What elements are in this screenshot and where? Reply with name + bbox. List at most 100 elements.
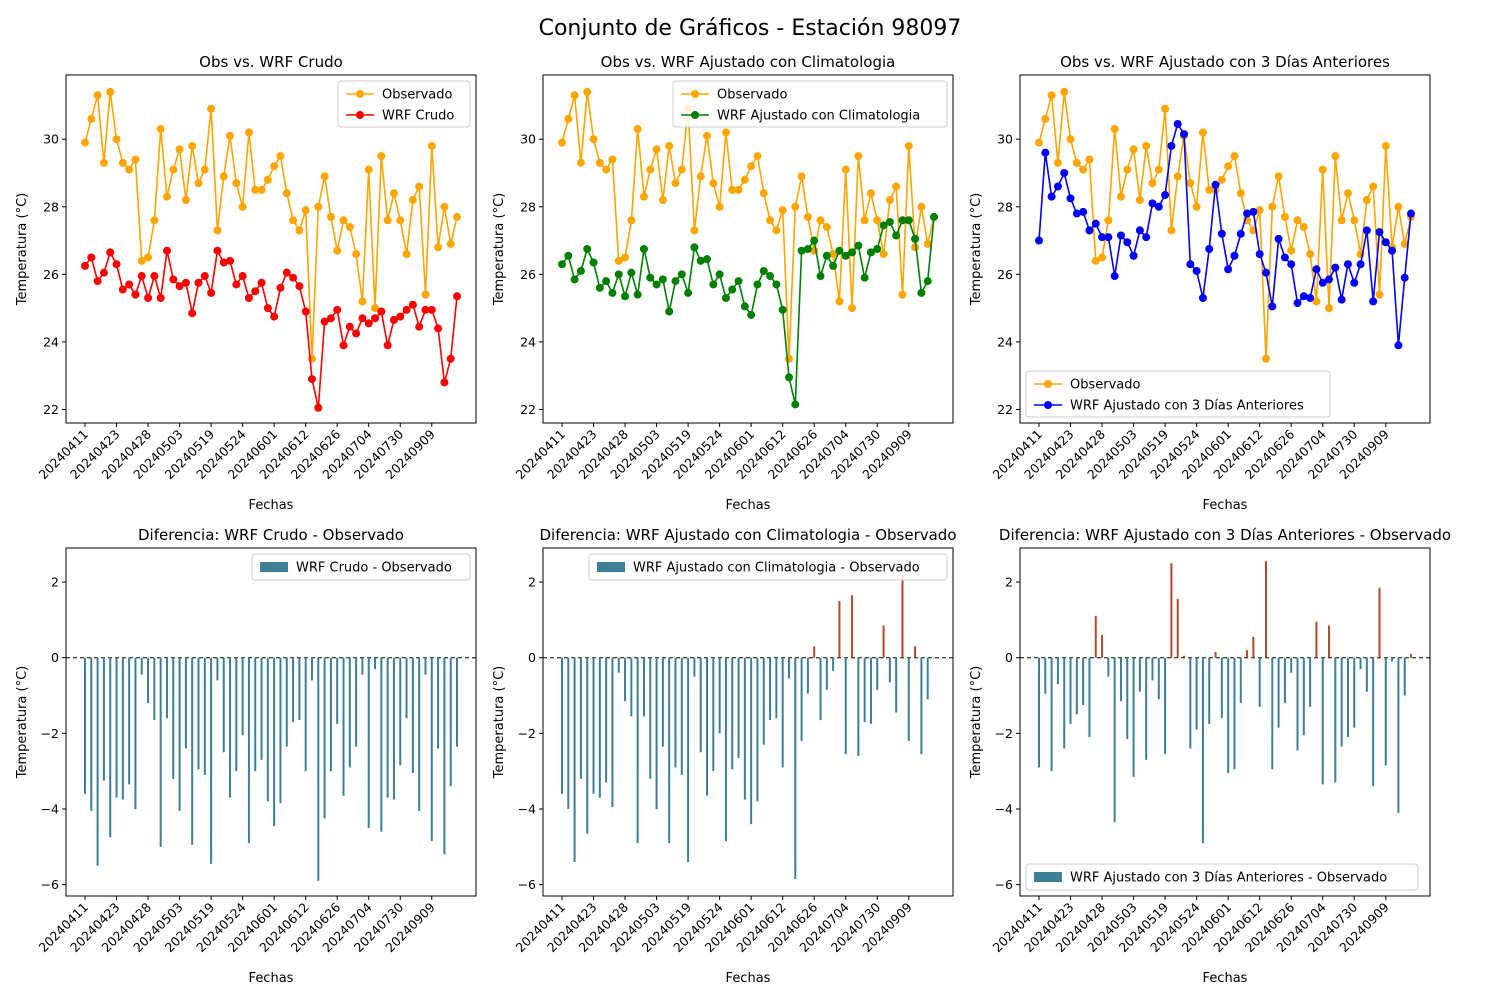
y-tick-label: 2	[1005, 575, 1013, 590]
diff-bar	[1227, 657, 1230, 774]
data-point	[289, 216, 298, 225]
diff-bar	[1088, 657, 1091, 738]
diff-bar	[1365, 657, 1368, 692]
diff-bar	[1126, 657, 1129, 740]
data-point	[576, 266, 585, 275]
diff-bar	[1346, 657, 1349, 738]
data-point	[602, 165, 611, 174]
data-point	[402, 250, 411, 259]
data-point	[841, 251, 850, 260]
data-point	[652, 280, 661, 289]
data-point	[816, 216, 825, 225]
legend-patch	[1034, 872, 1062, 882]
diff-bar	[304, 657, 307, 772]
diff-bar	[838, 600, 841, 658]
data-point	[1186, 260, 1195, 269]
data-point	[1123, 165, 1132, 174]
data-point	[1407, 209, 1415, 218]
data-point	[621, 292, 630, 301]
diff-bar	[229, 657, 232, 798]
data-point	[1343, 189, 1352, 198]
diff-bar	[1063, 657, 1066, 749]
legend-label: WRF Ajustado con 3 Días Anteriores	[1070, 399, 1304, 414]
data-point	[144, 293, 153, 302]
diff-bar	[592, 657, 595, 794]
diff-bar	[901, 574, 904, 658]
diff-bar	[1264, 561, 1267, 658]
diff-bar	[806, 657, 809, 694]
data-point	[766, 272, 775, 281]
y-tick-label: 26	[43, 267, 59, 282]
y-tick-label: 22	[520, 402, 536, 417]
data-point	[295, 282, 304, 291]
data-point	[1035, 138, 1043, 147]
data-point	[1060, 168, 1069, 177]
data-point	[213, 226, 222, 235]
data-point	[1217, 229, 1226, 238]
diff-bar	[247, 657, 250, 844]
diff-bar	[687, 657, 690, 862]
data-point	[1274, 172, 1283, 181]
diff-bar	[430, 657, 433, 842]
data-point	[1293, 216, 1302, 225]
data-point	[421, 305, 430, 314]
diff-bar	[699, 657, 702, 753]
data-point	[1306, 250, 1315, 259]
data-point	[282, 268, 291, 277]
y-axis-label: Temperatura (°C)	[15, 193, 30, 306]
diff-bar	[1328, 625, 1331, 658]
x-axis-label: Fechas	[1203, 971, 1248, 986]
y-tick-label: 30	[520, 132, 536, 147]
legend-label: WRF Ajustado con 3 Días Anteriores - Obs…	[1070, 871, 1387, 886]
data-point	[822, 251, 831, 260]
diff-bar	[273, 657, 276, 827]
diff-bar	[1056, 657, 1059, 685]
data-point	[251, 287, 260, 296]
data-point	[194, 278, 203, 287]
data-point	[1230, 251, 1239, 260]
data-point	[1287, 260, 1296, 269]
data-point	[118, 158, 127, 167]
diff-bar	[1220, 657, 1223, 719]
data-point	[1148, 199, 1157, 208]
data-point	[917, 202, 926, 211]
data-point	[326, 212, 335, 221]
data-point	[734, 277, 743, 286]
data-point	[87, 114, 96, 123]
data-point	[244, 128, 253, 137]
y-tick-label: 30	[997, 132, 1013, 147]
data-point	[1280, 253, 1289, 262]
data-point	[570, 275, 579, 284]
diff-bar	[561, 657, 563, 794]
diff-bar	[191, 657, 194, 845]
data-point	[257, 278, 266, 287]
data-point	[434, 243, 443, 252]
data-point	[822, 223, 831, 232]
diff-bar	[1208, 657, 1211, 724]
y-tick-label: 24	[43, 334, 59, 349]
data-point	[1135, 226, 1144, 235]
data-point	[1053, 158, 1062, 167]
data-point	[652, 145, 661, 154]
data-point	[137, 256, 146, 265]
data-point	[608, 288, 617, 297]
data-point	[181, 278, 190, 287]
data-point	[1085, 155, 1094, 164]
data-point	[125, 280, 134, 289]
diff-bar	[762, 657, 765, 745]
data-point	[1356, 260, 1365, 269]
data-point	[709, 179, 718, 188]
data-point	[137, 272, 146, 281]
data-point	[1261, 354, 1270, 363]
legend-marker	[691, 90, 699, 98]
x-axis-label: Fechas	[726, 498, 771, 513]
data-point	[1362, 226, 1371, 235]
data-point	[238, 202, 247, 211]
data-point	[1394, 202, 1403, 211]
diff-bar	[1044, 657, 1047, 694]
diff-bar	[857, 657, 860, 757]
data-point	[1098, 233, 1107, 242]
diff-bar	[1239, 657, 1242, 704]
data-point	[1098, 253, 1107, 262]
